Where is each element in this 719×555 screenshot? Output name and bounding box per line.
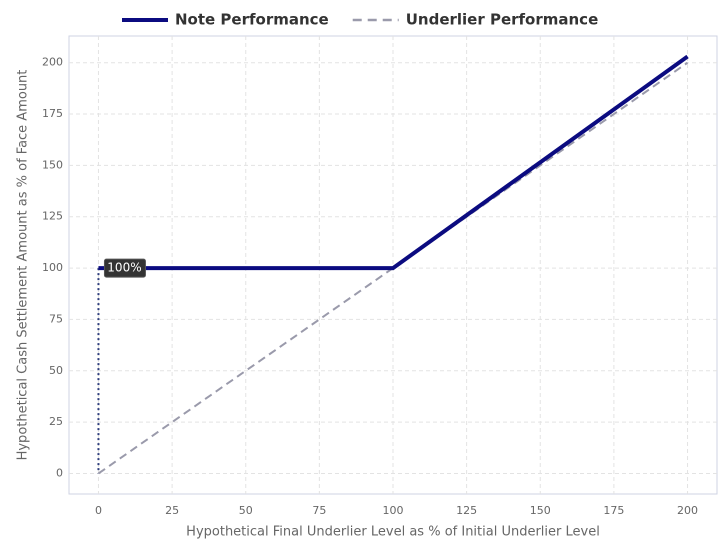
y-axis-label: Hypothetical Cash Settlement Amount as %… [16,70,31,461]
x-tick-label: 200 [677,504,698,517]
x-tick-label: 175 [603,504,624,517]
line-series [98,54,689,271]
annotation-label: 100% [107,261,141,275]
y-tick-label: 0 [56,466,63,479]
x-axis-label: Hypothetical Final Underlier Level as % … [186,525,600,540]
x-tick-label: 0 [95,504,102,517]
x-tick-label: 125 [456,504,477,517]
y-tick-label: 175 [42,107,63,120]
annotation-box [103,258,146,278]
y-tick-label: 25 [49,415,63,428]
x-tick-label: 25 [165,504,179,517]
x-tick-label: 100 [383,504,404,517]
legend-label: Note Performance [175,11,329,29]
y-tick-label: 75 [49,312,63,325]
line-series [97,61,689,475]
x-tick-label: 75 [312,504,326,517]
x-tick-label: 50 [239,504,253,517]
y-tick-label: 125 [42,210,63,223]
y-tick-label: 100 [42,261,63,274]
y-tick-label: 50 [49,364,63,377]
legend-label: Underlier Performance [406,11,599,29]
y-tick-label: 200 [42,56,63,69]
x-tick-label: 150 [530,504,551,517]
y-tick-label: 150 [42,158,63,171]
